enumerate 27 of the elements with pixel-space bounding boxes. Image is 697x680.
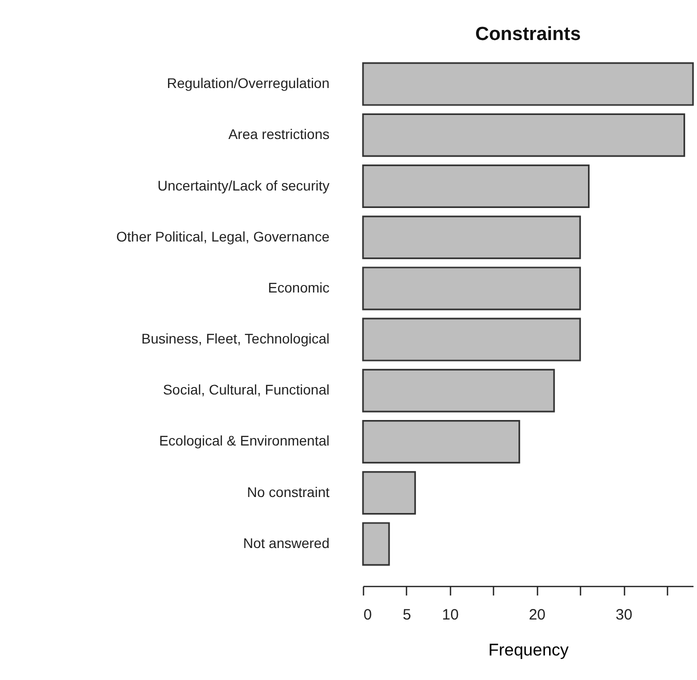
- bar: [362, 522, 390, 566]
- bar: [362, 62, 694, 106]
- y-tick-label: Area restrictions: [228, 126, 330, 142]
- y-tick-label: Economic: [268, 279, 330, 296]
- x-axis-title: Frequency: [488, 640, 570, 660]
- x-tick-label: 5: [402, 606, 412, 624]
- x-tick-label: 10: [442, 606, 459, 624]
- y-tick-label: Not answered: [243, 534, 330, 551]
- chart-title: Constraints: [475, 24, 581, 45]
- x-tick-label: 20: [528, 606, 546, 624]
- bar: [362, 216, 581, 260]
- x-tick-label: 0: [364, 606, 372, 624]
- y-tick-label: No constraint: [247, 484, 330, 500]
- bar: [362, 318, 581, 362]
- bar: [362, 113, 686, 157]
- bar: [362, 164, 590, 208]
- y-tick-label: Social, Cultural, Functional: [162, 382, 330, 398]
- y-tick-label: Uncertainty/Lack of security: [158, 177, 330, 194]
- bar: [362, 471, 416, 515]
- y-tick-label: Other Political, Legal, Governance: [116, 228, 330, 244]
- bar: [362, 368, 555, 412]
- x-tick-label: 30: [616, 606, 632, 624]
- bar: [362, 420, 520, 464]
- y-tick-label: Business, Fleet, Technological: [141, 330, 330, 347]
- bar: [362, 266, 581, 310]
- y-tick-label: Regulation/Overregulation: [166, 75, 330, 92]
- y-tick-label: Ecological & Environmental: [159, 432, 330, 449]
